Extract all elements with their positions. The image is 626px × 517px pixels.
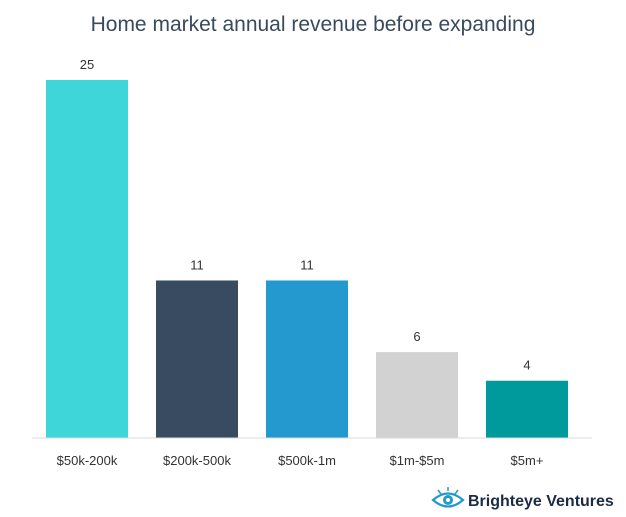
x-tick-label-1: $200k-500k [163,453,231,468]
value-label-3: 6 [413,329,420,344]
bar-group [46,80,568,438]
bar-0 [46,80,128,438]
brand-logo-text: Brighteye Ventures [468,493,614,510]
x-tick-label-4: $5m+ [511,453,544,468]
eye-icon [431,487,465,508]
bar-1 [156,280,238,438]
value-label-1: 11 [190,257,204,272]
value-label-0: 25 [80,57,94,72]
x-tick-label-0: $50k-200k [57,453,118,468]
bar-4 [486,380,568,438]
value-label-2: 11 [300,257,314,272]
bar-2 [266,280,348,438]
bar-3 [376,352,458,438]
x-tick-label-2: $500k-1m [278,453,336,468]
x-tick-label-group: $50k-200k $200k-500k $500k-1m $1m-$5m $5m+ [57,453,544,468]
brand-logo: Brighteye Ventures [431,487,614,510]
x-tick-label-3: $1m-$5m [390,453,445,468]
value-label-group: 25 11 11 6 4 [80,57,531,373]
chart-title: Home market annual revenue before expand… [91,13,536,36]
value-label-4: 4 [523,358,530,373]
